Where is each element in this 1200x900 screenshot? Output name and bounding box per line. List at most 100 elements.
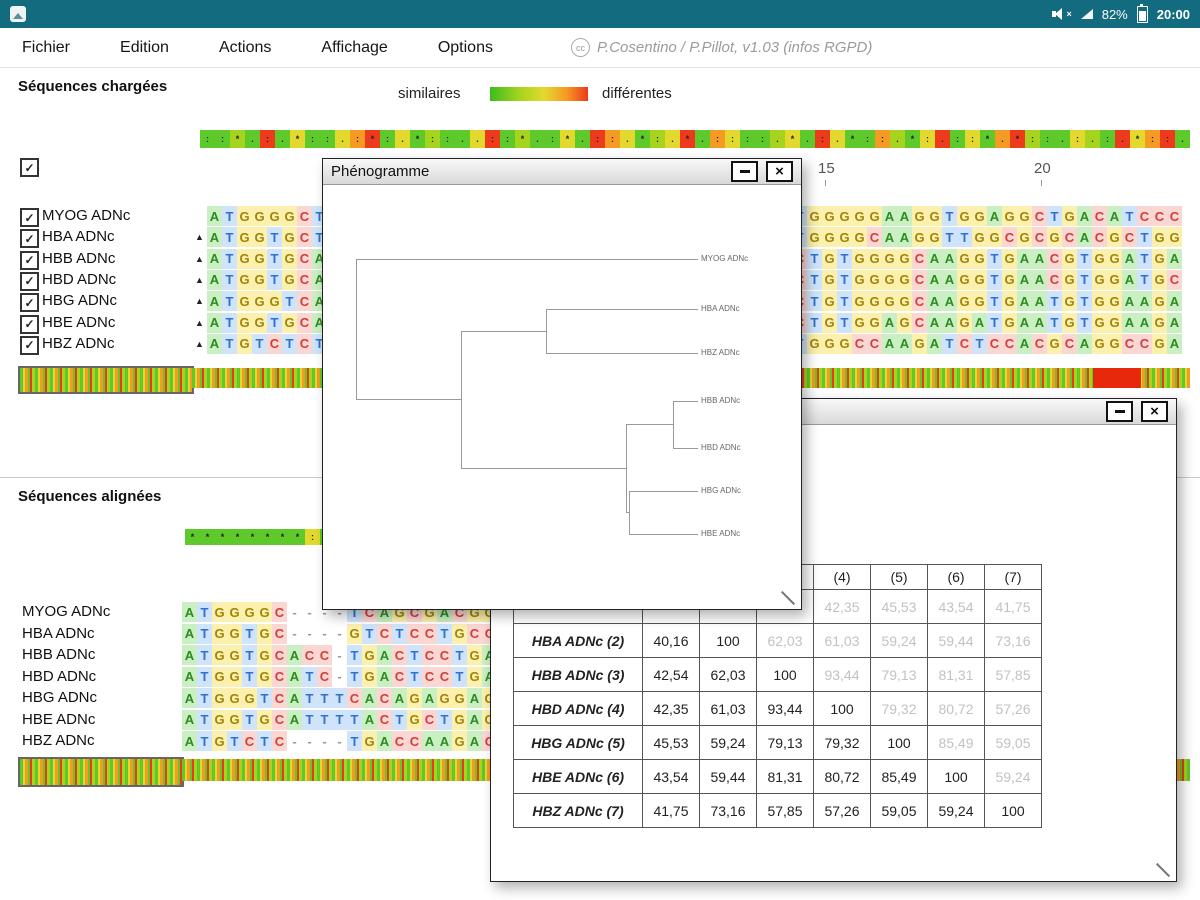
consensus-cell: : <box>755 130 770 148</box>
matrix-cell: 59,24 <box>984 759 1042 794</box>
tree-leaf-label: HBG ADNc <box>701 486 742 495</box>
nucleotide-cell: - <box>337 669 342 684</box>
nucleotide-cell: G <box>882 248 897 269</box>
nucleotide-cell: C <box>317 645 332 665</box>
nucleotide-cell: T <box>1137 269 1152 290</box>
matrix-cell: 62,03 <box>699 657 757 692</box>
nucleotide-cell: G <box>212 688 227 708</box>
select-all-checkbox[interactable]: ✓ <box>20 158 39 177</box>
nucleotide-cell: T <box>242 645 257 665</box>
nucleotide-cell: T <box>282 333 297 354</box>
nucleotide-cell: G <box>1092 269 1107 290</box>
nucleotide-cell: C <box>1002 227 1017 248</box>
nucleotide-cell: G <box>257 666 272 687</box>
nucleotide-cell: T <box>222 312 237 333</box>
nucleotide-cell: G <box>227 709 242 730</box>
nucleotide-cell: G <box>212 731 227 751</box>
nucleotide-cell: A <box>897 333 912 354</box>
nucleotide-cell: G <box>807 206 822 226</box>
nucleotide-cell: T <box>347 709 362 730</box>
nucleotide-cell: G <box>927 206 942 226</box>
similarity-gradient-bar <box>490 87 588 101</box>
nucleotide-cell: T <box>197 709 212 730</box>
nucleotide-cell: A <box>942 269 957 290</box>
nucleotide-cell: G <box>867 291 882 312</box>
consensus-cell: : <box>965 130 980 148</box>
consensus-cell: * <box>845 130 860 148</box>
sequence-marker-icon: ▲ <box>195 317 204 328</box>
sequence-name: HBB ADNc <box>22 646 96 663</box>
matrix-cell: 59,05 <box>870 793 928 828</box>
nucleotide-cell: G <box>867 206 882 226</box>
sequence-right-segment: CTGTGGGGCAAGGTGAACGTGGATGC <box>792 269 1182 290</box>
nucleotide-cell: G <box>252 291 267 312</box>
nucleotide-cell: C <box>377 709 392 730</box>
nucleotide-cell: C <box>317 666 332 687</box>
nucleotide-cell: A <box>882 227 897 248</box>
resize-handle[interactable] <box>1155 862 1171 878</box>
nucleotide-cell: A <box>882 333 897 354</box>
nucleotide-cell: G <box>362 731 377 751</box>
menu-item-edition[interactable]: Edition <box>120 38 169 56</box>
phenogram-window-titlebar[interactable]: Phénogramme × <box>323 159 801 185</box>
close-button[interactable]: × <box>766 161 793 182</box>
menu-item-fichier[interactable]: Fichier <box>22 38 71 56</box>
consensus-cell: : <box>1100 130 1115 148</box>
nucleotide-cell: T <box>362 623 377 644</box>
nucleotide-cell: C <box>1122 333 1137 354</box>
nucleotide-cell: T <box>452 645 467 665</box>
sequence-checkbox[interactable]: ✓ <box>20 250 39 270</box>
consensus-cell: * <box>560 130 575 148</box>
consensus-cell: : <box>320 130 335 148</box>
menu-item-affichage[interactable]: Affichage <box>321 38 388 56</box>
matrix-cell: 79,13 <box>870 657 928 692</box>
nucleotide-cell: A <box>927 312 942 333</box>
sequence-name: MYOG ADNc <box>22 603 111 620</box>
nucleotide-cell: C <box>1137 206 1152 226</box>
nucleotide-cell: A <box>1167 333 1182 354</box>
consensus-cell: * <box>230 529 245 545</box>
nucleotide-cell: G <box>452 709 467 730</box>
sequence-checkbox[interactable]: ✓ <box>20 208 39 227</box>
tree-leaf-label: HBZ ADNc <box>701 348 740 357</box>
nucleotide-cell: T <box>302 688 317 708</box>
menu-item-actions[interactable]: Actions <box>218 38 272 56</box>
nucleotide-cell: T <box>1047 206 1062 226</box>
sequence-checkbox[interactable]: ✓ <box>20 314 39 334</box>
menu-item-options[interactable]: Options <box>437 38 493 56</box>
nucleotide-cell: C <box>422 709 437 730</box>
sequence-checkbox[interactable]: ✓ <box>20 271 39 291</box>
nucleotide-cell: G <box>212 645 227 665</box>
close-button[interactable]: × <box>1141 401 1168 422</box>
nucleotide-cell: A <box>1122 248 1137 269</box>
consensus-cell: * <box>980 130 995 148</box>
sequence-checkbox[interactable]: ✓ <box>20 335 39 355</box>
nucleotide-cell: G <box>1062 248 1077 269</box>
sequence-checkbox[interactable]: ✓ <box>20 293 39 313</box>
nucleotide-cell: T <box>222 206 237 226</box>
nucleotide-cell: G <box>1062 312 1077 333</box>
nucleotide-cell: G <box>1152 227 1167 248</box>
overview-selector-loaded[interactable] <box>18 366 194 394</box>
nucleotide-cell: G <box>852 206 867 226</box>
matrix-cell: 45,53 <box>870 589 928 624</box>
nucleotide-cell: T <box>242 709 257 730</box>
nucleotide-cell: T <box>807 248 822 269</box>
matrix-row-label: HBB ADNc (3) <box>513 657 643 692</box>
sequence-right-segment: CTGTGGGGCAAGGTGAATGTGGAAGA <box>792 291 1182 312</box>
minimize-button[interactable] <box>1106 401 1133 422</box>
consensus-cell: * <box>905 130 920 148</box>
sequence-checkbox[interactable]: ✓ <box>20 229 39 249</box>
nucleotide-cell: T <box>1122 206 1137 226</box>
nucleotide-cell: G <box>837 206 852 226</box>
minimize-button[interactable] <box>731 161 758 182</box>
consensus-cell: * <box>410 130 425 148</box>
nucleotide-cell: C <box>302 645 317 665</box>
consensus-cell: : <box>305 529 320 545</box>
nucleotide-cell: C <box>867 227 882 248</box>
consensus-cell: : <box>1145 130 1160 148</box>
overview-selector-aligned[interactable] <box>18 757 184 787</box>
